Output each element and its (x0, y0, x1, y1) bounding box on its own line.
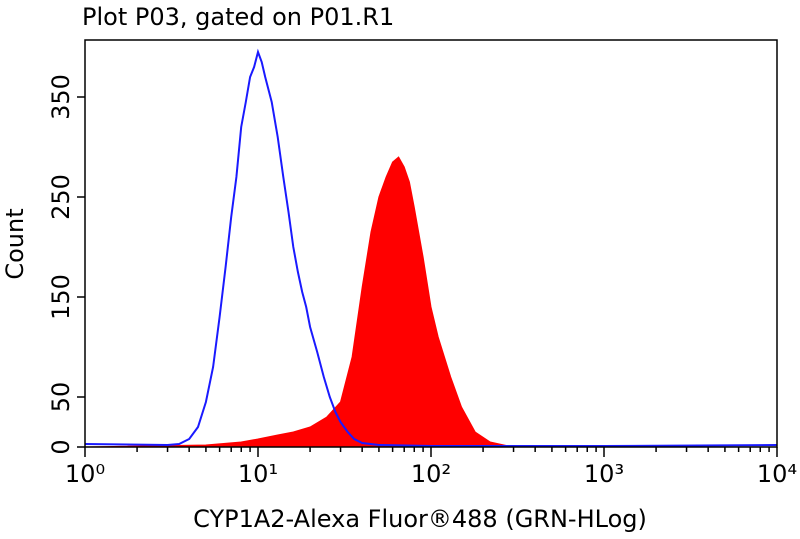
y-tick-label: 50 (47, 382, 75, 413)
y-tick-label: 250 (47, 174, 75, 220)
y-axis-label: Count (1, 208, 29, 279)
chart-title: Plot P03, gated on P01.R1 (82, 3, 394, 31)
x-tick-label: 10⁰ (65, 460, 105, 488)
y-tick-label: 0 (47, 439, 75, 454)
x-tick-label: 10¹ (238, 460, 278, 488)
x-axis-label: CYP1A2-Alexa Fluor®488 (GRN-HLog) (193, 505, 647, 533)
y-tick-label: 150 (47, 274, 75, 320)
x-tick-label: 10² (411, 460, 451, 488)
x-tick-label: 10⁴ (757, 460, 797, 488)
area (84, 156, 536, 448)
line (84, 48, 778, 447)
y-tick-label: 350 (47, 74, 75, 120)
x-tick-label: 10³ (584, 460, 624, 488)
